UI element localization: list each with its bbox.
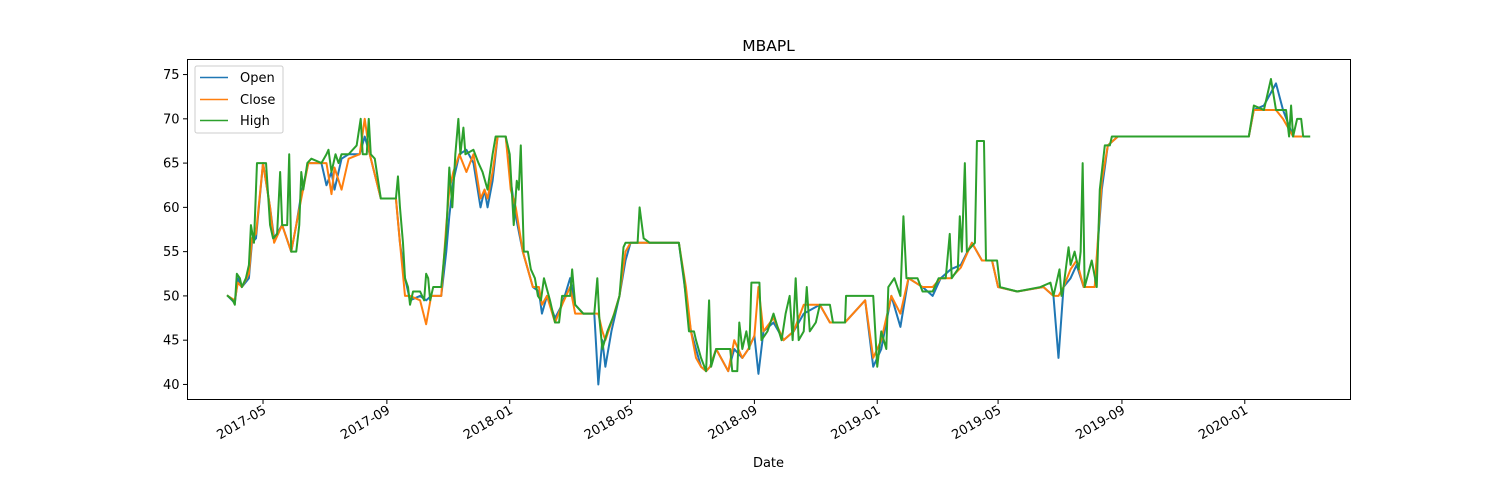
- legend: Open Close High: [194, 65, 284, 134]
- y-tick-label: 50: [163, 289, 180, 304]
- y-tick-label: 40: [163, 378, 180, 393]
- chart-title: MBAPL: [742, 37, 795, 55]
- y-tick-label: 75: [163, 68, 180, 83]
- y-tick-label: 70: [163, 112, 180, 127]
- legend-box: [194, 65, 284, 134]
- series-line-high: [226, 77, 1311, 373]
- x-axis-label: Date: [753, 456, 784, 471]
- plot-area: [226, 77, 1311, 386]
- legend-label-high: High: [240, 114, 270, 129]
- y-tick-label: 65: [163, 157, 180, 172]
- y-tick-label: 60: [163, 201, 180, 216]
- legend-label-close: Close: [240, 93, 275, 108]
- y-tick-label: 55: [163, 245, 180, 260]
- legend-label-open: Open: [240, 71, 275, 86]
- y-axis-ticks: 40 45 50 55 60 65 70 75: [163, 68, 188, 393]
- y-tick-label: 45: [163, 334, 180, 349]
- plot-frame: [187, 59, 1351, 400]
